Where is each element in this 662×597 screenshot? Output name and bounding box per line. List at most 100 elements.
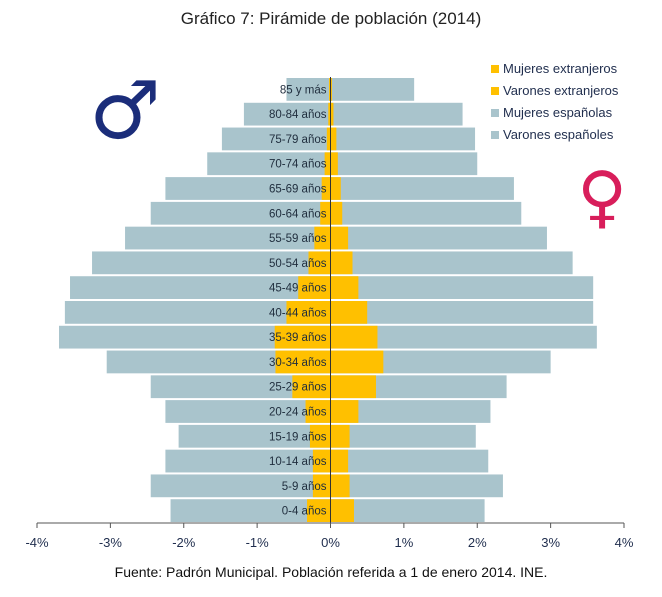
bar-varones-espanoles: [165, 449, 331, 473]
bar-varones-espanoles: [106, 350, 331, 374]
bar-mujeres-espanolas: [330, 226, 547, 250]
source-note: Fuente: Padrón Municipal. Población refe…: [114, 564, 548, 580]
bar-varones-extranjeros: [298, 276, 331, 299]
bar-mujeres-extranjeros: [330, 449, 349, 473]
age-group-labels: 0-4 años 5-9 años 10-14 años 15-19 años 20-2…: [269, 84, 327, 517]
bar-varones-extranjeros: [321, 177, 331, 200]
bar-varones-extranjeros: [314, 226, 331, 250]
bar-varones-extranjeros: [324, 152, 331, 176]
bar-mujeres-extranjeros: [330, 325, 378, 349]
bar-varones-espanoles: [59, 325, 331, 349]
bar-mujeres-espanolas: [330, 474, 503, 498]
gender-symbols: ♂♀: [89, 64, 627, 237]
bar-varones-extranjeros: [320, 201, 331, 225]
bar-varones-extranjeros: [307, 499, 331, 522]
bar-mujeres-extranjeros: [330, 201, 343, 225]
bars-espanoles: [59, 78, 597, 522]
age-label: 40-44 años: [269, 307, 327, 319]
bar-mujeres-extranjeros: [330, 152, 338, 176]
bar-varones-extranjeros: [274, 325, 331, 349]
bar-mujeres-extranjeros: [330, 251, 353, 275]
bar-mujeres-espanolas: [330, 251, 573, 275]
bar-varones-espanoles: [150, 201, 331, 225]
age-label: 10-14 años: [269, 456, 327, 468]
bar-mujeres-espanolas: [330, 424, 476, 448]
age-label: 55-59 años: [269, 233, 327, 245]
age-label: 45-49 años: [269, 283, 327, 295]
bar-mujeres-extranjeros: [330, 102, 334, 126]
bar-varones-extranjeros: [275, 350, 331, 374]
legend: Mujeres extranjeros Varones extranjeros Mu…: [491, 61, 619, 142]
bar-mujeres-espanolas: [330, 152, 478, 176]
age-label: 85 y más: [280, 84, 327, 96]
bar-mujeres-espanolas: [330, 325, 597, 349]
bar-varones-extranjeros: [309, 424, 331, 448]
bar-varones-espanoles: [207, 152, 331, 176]
bar-varones-espanoles: [165, 177, 331, 200]
bar-mujeres-espanolas: [330, 301, 594, 324]
bar-mujeres-extranjeros: [330, 499, 354, 522]
age-label: 75-79 años: [269, 134, 327, 146]
bar-varones-espanoles: [178, 424, 331, 448]
x-axis: -4% -3% -2% -1% 0% 1% 2% 3% 4%: [25, 522, 634, 550]
age-label: 25-29 años: [269, 382, 327, 394]
bar-mujeres-extranjeros: [330, 474, 350, 498]
x-tick-label: 1%: [394, 535, 413, 550]
bar-varones-extranjeros: [292, 375, 331, 399]
bar-varones-espanoles: [64, 301, 331, 324]
x-tick-label: 0%: [321, 535, 340, 550]
age-label: 80-84 años: [269, 109, 327, 121]
bar-mujeres-espanolas: [330, 449, 489, 473]
age-label: 30-34 años: [269, 357, 327, 369]
age-label: 0-4 años: [282, 506, 327, 518]
bar-mujeres-espanolas: [330, 102, 463, 126]
legend-entry: Varones extranjeros: [503, 83, 619, 98]
bar-mujeres-espanolas: [330, 499, 485, 522]
chart-title: Gráfico 7: Pirámide de población (2014): [180, 9, 482, 28]
legend-entry: Mujeres españolas: [503, 105, 613, 120]
bar-varones-espanoles: [286, 78, 331, 101]
bar-mujeres-extranjeros: [330, 400, 359, 423]
bar-mujeres-extranjeros: [330, 226, 349, 250]
bar-varones-extranjeros: [312, 449, 331, 473]
bar-mujeres-espanolas: [330, 350, 551, 374]
age-label: 60-64 años: [269, 208, 327, 220]
bar-mujeres-extranjeros: [330, 177, 341, 200]
bar-mujeres-extranjeros: [330, 375, 376, 399]
age-label: 20-24 años: [269, 407, 327, 419]
bars-extranjeros: [274, 78, 384, 522]
bar-varones-espanoles: [125, 226, 331, 250]
legend-swatch: [491, 87, 499, 95]
bar-mujeres-extranjeros: [330, 78, 332, 101]
bar-mujeres-espanolas: [330, 127, 476, 151]
bar-varones-extranjeros: [326, 127, 331, 151]
bar-varones-extranjeros: [328, 102, 331, 126]
bar-varones-espanoles: [150, 375, 331, 399]
bar-mujeres-extranjeros: [330, 301, 368, 324]
bar-varones-espanoles: [70, 276, 331, 299]
legend-entry: Mujeres extranjeros: [503, 61, 618, 76]
bar-mujeres-extranjeros: [330, 276, 359, 299]
legend-entry: Varones españoles: [503, 127, 614, 142]
x-tick-label: 3%: [541, 535, 560, 550]
bar-mujeres-espanolas: [330, 78, 415, 101]
bar-varones-espanoles: [221, 127, 331, 151]
age-label: 35-39 años: [269, 332, 327, 344]
bar-varones-espanoles: [150, 474, 331, 498]
bar-varones-extranjeros: [308, 251, 331, 275]
age-label: 70-74 años: [269, 159, 327, 171]
bar-mujeres-extranjeros: [330, 424, 350, 448]
bar-varones-espanoles: [170, 499, 331, 522]
bar-varones-extranjeros: [312, 474, 331, 498]
x-tick-label: -3%: [99, 535, 123, 550]
bar-varones-espanoles: [243, 102, 331, 126]
bar-mujeres-extranjeros: [330, 350, 384, 374]
x-tick-label: -1%: [246, 535, 270, 550]
x-tick-label: 2%: [468, 535, 487, 550]
age-label: 15-19 años: [269, 431, 327, 443]
legend-swatch: [491, 109, 499, 117]
age-label: 65-69 años: [269, 184, 327, 196]
bar-varones-extranjeros: [329, 78, 331, 101]
bar-mujeres-espanolas: [330, 276, 594, 299]
bar-mujeres-espanolas: [330, 400, 491, 423]
